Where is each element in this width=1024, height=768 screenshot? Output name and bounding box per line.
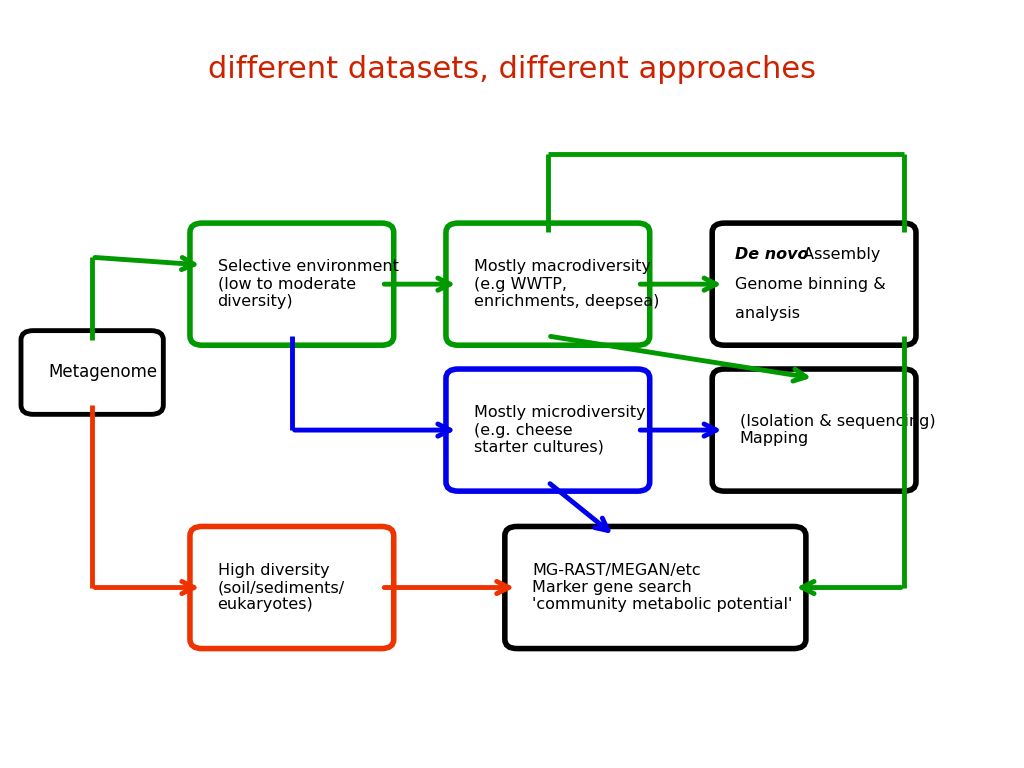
FancyBboxPatch shape (446, 223, 649, 346)
FancyBboxPatch shape (189, 223, 393, 346)
FancyBboxPatch shape (446, 369, 649, 492)
Text: Mostly microdiversity
(e.g. cheese
starter cultures): Mostly microdiversity (e.g. cheese start… (473, 406, 645, 455)
Text: Selective environment
(low to moderate
diversity): Selective environment (low to moderate d… (217, 260, 398, 309)
FancyBboxPatch shape (189, 527, 393, 648)
Text: MG-RAST/MEGAN/etc
Marker gene search
'community metabolic potential': MG-RAST/MEGAN/etc Marker gene search 'co… (532, 563, 793, 612)
FancyBboxPatch shape (713, 369, 915, 492)
Text: different datasets, different approaches: different datasets, different approaches (208, 55, 816, 84)
Text: Assembly: Assembly (799, 247, 881, 262)
Text: Metagenome: Metagenome (48, 363, 158, 382)
Text: (Isolation & sequencing)
Mapping: (Isolation & sequencing) Mapping (739, 414, 936, 446)
Text: analysis: analysis (735, 306, 800, 321)
Text: Mostly macrodiversity
(e.g WWTP,
enrichments, deepsea): Mostly macrodiversity (e.g WWTP, enrichm… (473, 260, 659, 309)
FancyBboxPatch shape (505, 527, 806, 648)
Text: Genome binning &: Genome binning & (735, 276, 886, 292)
FancyBboxPatch shape (713, 223, 915, 346)
FancyBboxPatch shape (20, 331, 164, 415)
Text: De novo: De novo (735, 247, 808, 262)
Text: High diversity
(soil/sediments/
eukaryotes): High diversity (soil/sediments/ eukaryot… (217, 563, 345, 612)
